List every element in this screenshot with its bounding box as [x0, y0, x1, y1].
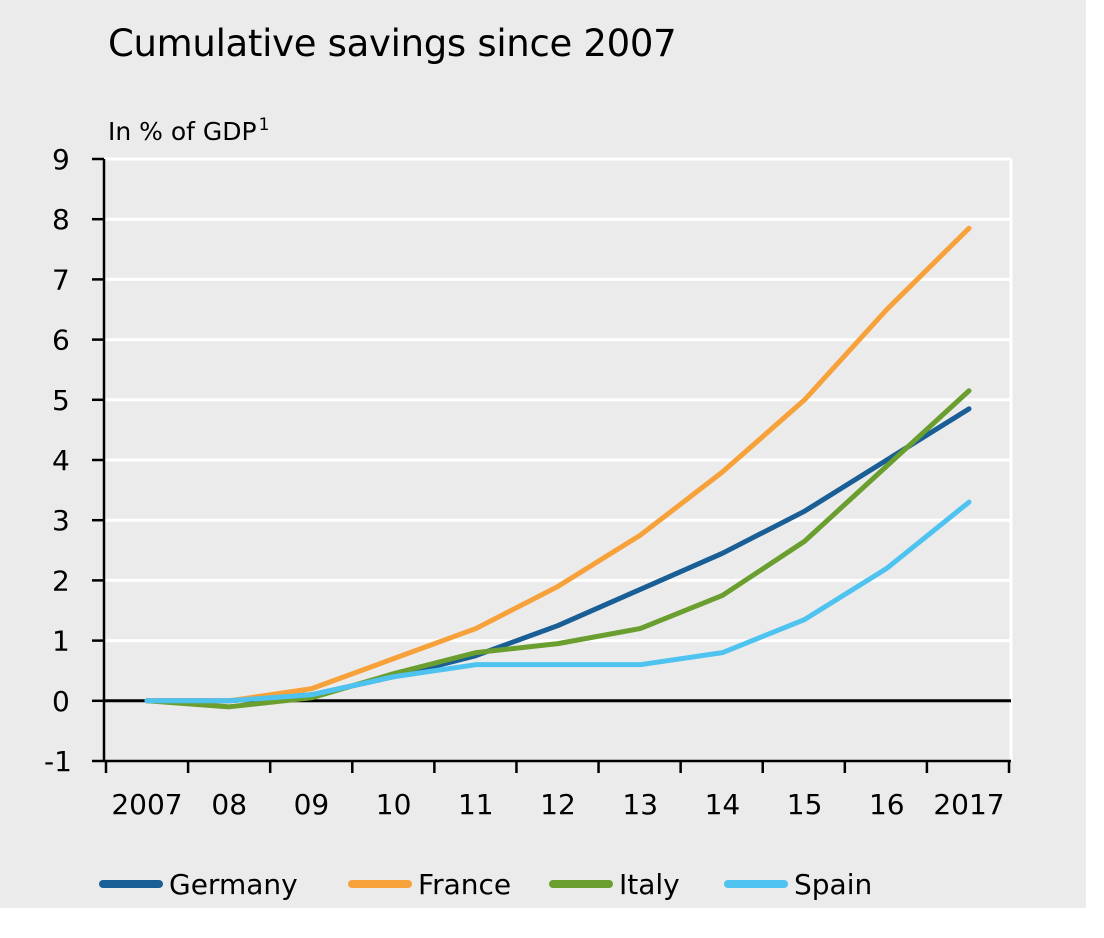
y-tick-label: -1 — [44, 745, 72, 778]
y-tick-label: 1 — [52, 625, 70, 658]
x-tick-label: 11 — [458, 788, 494, 821]
series-line-france — [144, 225, 972, 704]
legend-label-germany: Germany — [169, 868, 298, 901]
gridlines — [104, 157, 1013, 761]
chart-panel — [0, 0, 1086, 908]
legend-label-spain: Spain — [794, 868, 872, 901]
legend: Germany France Italy Spain — [99, 868, 872, 901]
y-tick-label: 9 — [52, 143, 70, 176]
y-axis-unit-text: In % of GDP — [108, 117, 257, 146]
y-tick-label: 4 — [52, 444, 70, 477]
y-axis-unit-label: In % of GDP 1 — [108, 115, 269, 146]
y-tick-label: 3 — [52, 504, 70, 537]
y-tick-label: 2 — [52, 564, 70, 597]
x-tick-label: 10 — [376, 788, 412, 821]
x-tick-label: 2017 — [933, 788, 1004, 821]
y-tick-label: 7 — [52, 263, 70, 296]
series-line-italy — [144, 388, 972, 710]
legend-label-italy: Italy — [619, 868, 680, 901]
x-tick-label: 13 — [622, 788, 658, 821]
x-tick-label: 2007 — [111, 788, 182, 821]
x-tick-label: 14 — [705, 788, 741, 821]
series-lines — [144, 225, 972, 710]
y-tick-label: 5 — [52, 384, 70, 417]
series-line-spain — [144, 499, 972, 704]
y-axis-unit-superscript: 1 — [259, 115, 270, 135]
x-tick-label: 12 — [540, 788, 576, 821]
x-tick-label: 09 — [294, 788, 330, 821]
chart-title: Cumulative savings since 2007 — [108, 22, 677, 65]
x-tick-label: 15 — [787, 788, 823, 821]
legend-label-france: France — [418, 868, 511, 901]
y-tick-label: 8 — [52, 203, 70, 236]
x-tick-label: 16 — [869, 788, 905, 821]
x-tick-label: 08 — [211, 788, 247, 821]
series-line-germany — [144, 406, 972, 704]
y-tick-label: 6 — [52, 324, 70, 357]
y-axis-ticks: -1 0 1 2 3 4 5 6 7 8 9 — [44, 143, 104, 778]
x-axis-ticks: 2007 08 09 10 11 12 13 14 15 16 2017 — [104, 761, 1011, 821]
y-tick-label: 0 — [52, 685, 70, 718]
